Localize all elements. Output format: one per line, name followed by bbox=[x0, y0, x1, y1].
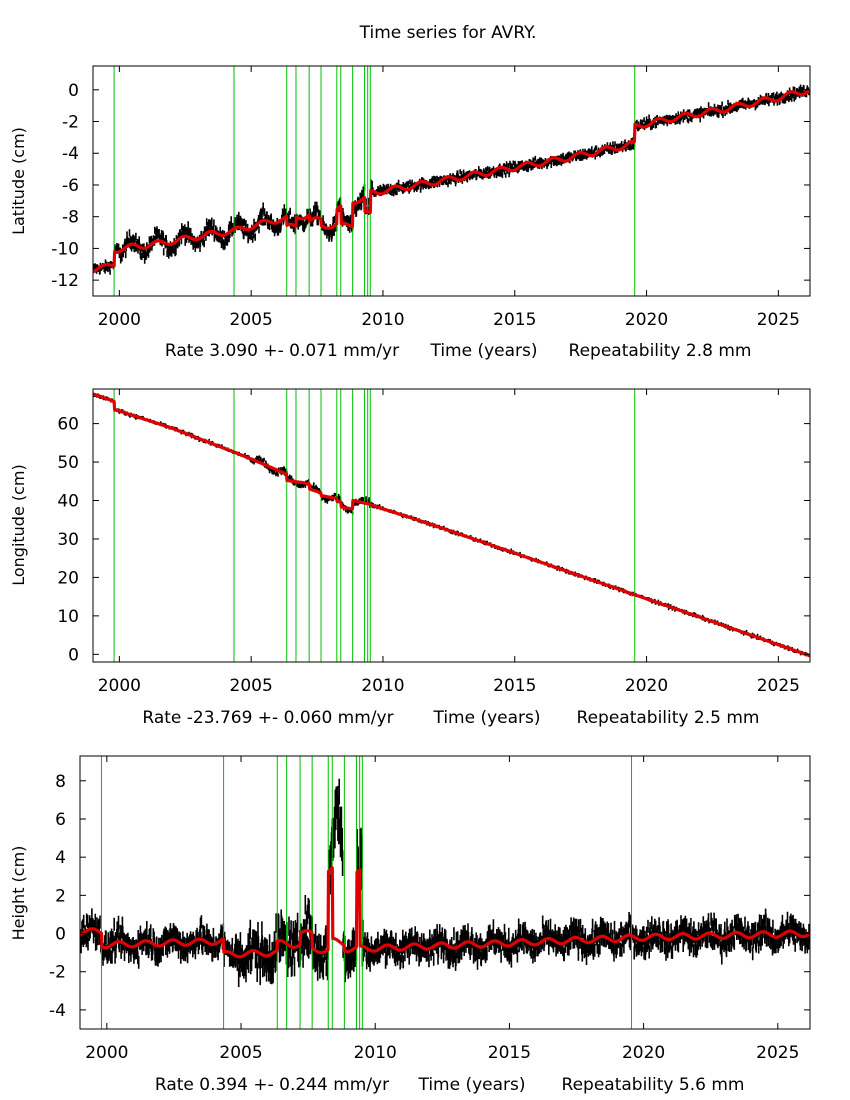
latitude-x-tick-label: 2000 bbox=[98, 310, 141, 330]
longitude-x-tick-label: 2010 bbox=[361, 676, 404, 696]
latitude-y-axis-label: Latitude (cm) bbox=[9, 127, 28, 235]
longitude-y-tick-label: 10 bbox=[57, 607, 79, 627]
height-x-tick-label: 2015 bbox=[488, 1043, 531, 1063]
latitude-x-tick-label: 2005 bbox=[230, 310, 273, 330]
height-y-tick-label: -4 bbox=[49, 1001, 66, 1021]
height-x-tick-label: 2025 bbox=[756, 1043, 799, 1063]
height-y-tick-label: 0 bbox=[55, 925, 66, 945]
latitude-x-tick-label: 2015 bbox=[493, 310, 536, 330]
figure-title: Time series for AVRY. bbox=[359, 23, 537, 43]
latitude-y-tick-label: -10 bbox=[51, 239, 79, 259]
height-y-tick-label: 4 bbox=[55, 848, 66, 868]
longitude-x-tick-label: 2000 bbox=[98, 676, 141, 696]
longitude-plot-frame bbox=[92, 388, 811, 663]
longitude-y-tick-label: 30 bbox=[57, 530, 79, 550]
longitude-model-series bbox=[93, 392, 810, 658]
height-rate-label: Rate 0.394 +- 0.244 mm/yr bbox=[155, 1075, 389, 1095]
height-model-series bbox=[80, 866, 810, 959]
longitude-x-axis-label: Time (years) bbox=[432, 708, 540, 728]
latitude-rate-label: Rate 3.090 +- 0.071 mm/yr bbox=[165, 341, 399, 361]
latitude-repeatability-label: Repeatability 2.8 mm bbox=[569, 341, 752, 361]
height-x-tick-label: 2000 bbox=[85, 1043, 128, 1063]
latitude-y-tick-label: -8 bbox=[62, 208, 79, 228]
longitude-y-axis-label: Longitude (cm) bbox=[9, 464, 28, 586]
longitude-y-tick-label: 0 bbox=[68, 645, 79, 665]
latitude-plot-frame bbox=[92, 65, 811, 297]
longitude-x-tick-label: 2020 bbox=[625, 676, 668, 696]
latitude-y-tick-label: 0 bbox=[68, 81, 79, 101]
longitude-y-tick-label: 50 bbox=[57, 453, 79, 473]
longitude-y-tick-label: 40 bbox=[57, 492, 79, 512]
longitude-y-tick-label: 60 bbox=[57, 415, 79, 435]
height-x-tick-label: 2005 bbox=[219, 1043, 262, 1063]
latitude-panel: Latitude (cm) Rate 3.090 +- 0.071 mm/yr … bbox=[9, 65, 811, 361]
longitude-x-tick-label: 2015 bbox=[493, 676, 536, 696]
height-x-tick-label: 2020 bbox=[622, 1043, 665, 1063]
height-y-axis-label: Height (cm) bbox=[9, 846, 28, 941]
latitude-x-tick-label: 2010 bbox=[361, 310, 404, 330]
longitude-x-tick-label: 2025 bbox=[757, 676, 800, 696]
longitude-x-tick-label: 2005 bbox=[230, 676, 273, 696]
height-observations bbox=[80, 778, 810, 988]
height-panel: Height (cm) Rate 0.394 +- 0.244 mm/yr Ti… bbox=[9, 755, 811, 1095]
latitude-x-axis-label: Time (years) bbox=[429, 341, 537, 361]
height-y-tick-label: 2 bbox=[55, 886, 66, 906]
height-y-tick-label: 8 bbox=[55, 772, 66, 792]
latitude-x-tick-label: 2020 bbox=[625, 310, 668, 330]
longitude-panel: Longitude (cm) Rate -23.769 +- 0.060 mm/… bbox=[9, 388, 811, 728]
latitude-y-tick-label: -12 bbox=[51, 271, 79, 291]
latitude-y-tick-label: -4 bbox=[62, 144, 79, 164]
longitude-repeatability-label: Repeatability 2.5 mm bbox=[577, 708, 760, 728]
height-plot-frame bbox=[79, 755, 811, 1030]
height-y-tick-label: -2 bbox=[49, 963, 66, 983]
longitude-y-tick-label: 20 bbox=[57, 568, 79, 588]
height-x-axis-label: Time (years) bbox=[417, 1075, 525, 1095]
latitude-model-series bbox=[93, 88, 810, 274]
height-y-tick-label: 6 bbox=[55, 810, 66, 830]
height-observation-errorbars bbox=[80, 778, 810, 988]
longitude-rate-label: Rate -23.769 +- 0.060 mm/yr bbox=[142, 708, 393, 728]
latitude-y-tick-label: -2 bbox=[62, 113, 79, 133]
latitude-y-tick-label: -6 bbox=[62, 176, 79, 196]
height-repeatability-label: Repeatability 5.6 mm bbox=[562, 1075, 745, 1095]
height-x-tick-label: 2010 bbox=[354, 1043, 397, 1063]
latitude-x-tick-label: 2025 bbox=[757, 310, 800, 330]
